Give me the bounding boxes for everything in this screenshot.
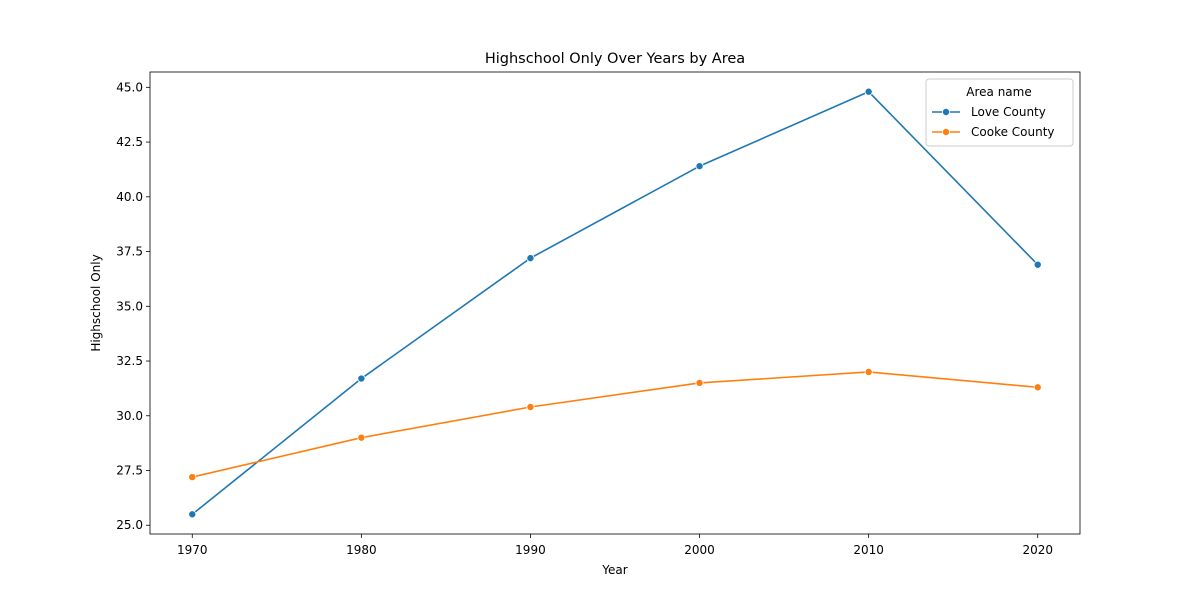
y-tick-label: 37.5 — [116, 245, 143, 259]
data-point-love-county — [1033, 260, 1042, 269]
legend-marker-swatch — [942, 127, 951, 136]
x-axis: 1970 1980 1990 2000 2010 2020 — [177, 534, 1053, 557]
data-point-love-county — [357, 374, 366, 383]
y-tick-label: 35.0 — [116, 299, 143, 313]
series-line-love-county — [191, 90, 1039, 515]
data-point-cooke-county — [695, 378, 704, 387]
y-axis: 25.0 27.5 30.0 32.5 35.0 37.5 40.0 42.5 45.0 — [116, 80, 150, 532]
legend-title: Area name — [966, 85, 1031, 99]
legend-entry-cooke-county: Cooke County — [932, 125, 1055, 139]
x-tick-label: 2020 — [1022, 543, 1053, 557]
y-tick-label: 42.5 — [116, 135, 143, 149]
x-axis-label: Year — [601, 563, 627, 577]
y-tick-label: 27.5 — [116, 464, 143, 478]
series-layer — [188, 87, 1042, 519]
y-tick-label: 45.0 — [116, 80, 143, 94]
chart-title: Highschool Only Over Years by Area — [485, 51, 745, 67]
data-point-cooke-county — [188, 473, 197, 482]
data-point-love-county — [695, 162, 704, 171]
legend-entry-love-county: Love County — [932, 105, 1046, 119]
x-tick-label: 1980 — [346, 543, 377, 557]
data-point-love-county — [864, 87, 873, 96]
y-tick-label: 40.0 — [116, 190, 143, 204]
data-point-love-county — [188, 510, 197, 519]
legend-label: Love County — [971, 105, 1046, 119]
y-tick-label: 32.5 — [116, 354, 143, 368]
y-axis-label: Highschool Only — [89, 254, 103, 351]
series-line-cooke-county — [192, 371, 1038, 478]
data-point-cooke-county — [864, 367, 873, 376]
x-tick-label: 1990 — [515, 543, 546, 557]
series-love-county — [188, 87, 1042, 519]
x-tick-label: 2010 — [853, 543, 884, 557]
y-tick-label: 25.0 — [116, 518, 143, 532]
data-point-cooke-county — [1033, 383, 1042, 392]
legend-box — [925, 78, 1074, 147]
y-tick-label: 30.0 — [116, 409, 143, 423]
x-tick-label: 2000 — [684, 543, 715, 557]
legend-marker-swatch — [942, 108, 951, 117]
x-tick-label: 1970 — [177, 543, 208, 557]
data-point-cooke-county — [357, 433, 366, 442]
data-point-love-county — [526, 254, 535, 263]
series-cooke-county — [188, 367, 1042, 482]
plot-area-frame — [149, 71, 1081, 535]
legend-label: Cooke County — [971, 125, 1055, 139]
data-point-cooke-county — [526, 403, 535, 412]
legend: Area name Love County Cooke County — [925, 78, 1074, 147]
